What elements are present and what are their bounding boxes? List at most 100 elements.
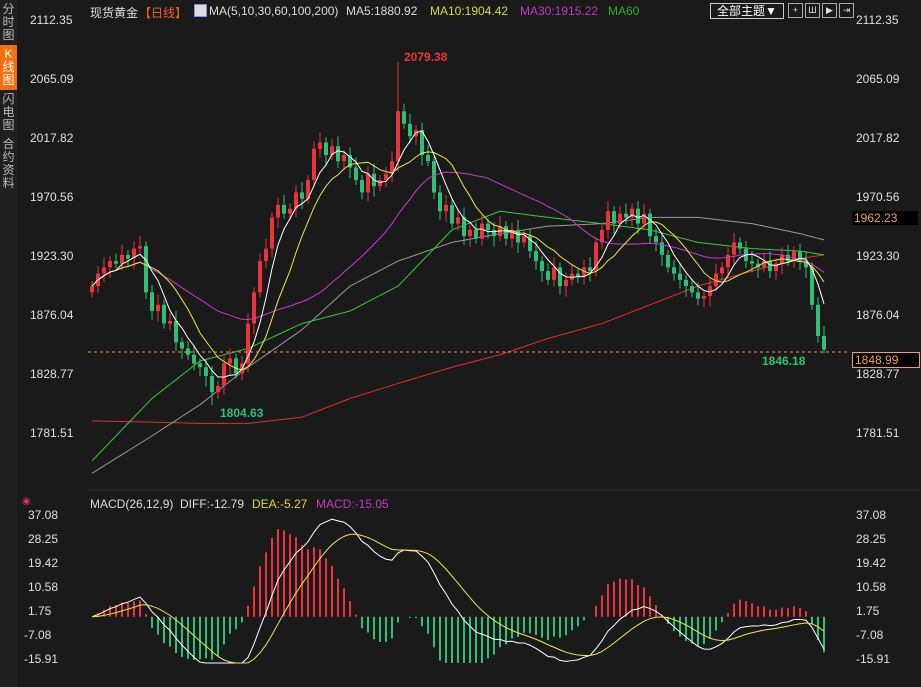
candle-body [162,304,166,324]
candle-body [156,304,160,312]
candle-body [672,267,676,274]
price-tick-left: 2065.09 [30,71,74,86]
candle-body [612,211,616,224]
candle-body [402,111,406,124]
price-tick-right: 1970.56 [856,189,900,204]
last-price-label: 1848.99 [852,352,920,368]
candle-body [186,348,190,355]
candle-body [348,154,352,168]
candle-body [492,229,496,237]
candle-body [570,273,574,280]
candle-body [222,363,226,386]
candle-body [354,167,358,180]
tab-flash[interactable]: 闪电图 [2,92,15,132]
candle-body [654,236,658,243]
macd-tick-right: 19.42 [856,555,887,570]
candle-body [822,336,826,350]
candle-body [210,375,214,393]
sidebar: 分时图 K线图 闪电图 合约资料 [0,0,17,687]
candle-body [648,213,652,237]
macd-tick-right: -7.08 [856,628,884,642]
candle-body [120,254,124,264]
candle-body [576,273,580,277]
candle-body [276,204,280,218]
recent-low-annotation: 1846.18 [762,354,806,368]
candle-body [138,246,142,249]
candle-body [510,229,514,239]
candle-body [552,267,556,280]
instrument-name: 现货黄金 [90,6,139,20]
candle-body [450,204,454,224]
macd-tick-left: 19.42 [28,555,59,570]
candle-body [324,142,328,155]
candle-body [816,304,820,337]
candle-body [396,111,400,162]
candle-body [180,342,184,349]
candle-body [702,296,706,299]
price-tick-right: 2112.35 [856,12,899,27]
candle-body [216,385,220,393]
macd-tick-left: -15.91 [24,652,59,666]
marker-price-label: 1962.23 [852,211,918,225]
macd-tick-left: 37.08 [28,507,59,522]
move-right-icon[interactable]: ⇥ [839,3,854,18]
crosshair-icon[interactable]: + [788,3,803,18]
candle-body [264,248,268,262]
ma30-value: MA30:1915.22 [520,4,599,18]
candle-body [390,161,394,174]
theme-dropdown[interactable]: 全部主题▼ [710,3,784,19]
candle-body [750,261,754,264]
macd-tick-left: 1.75 [28,604,52,618]
ma30-line [91,171,825,320]
price-tick-left: 1781.51 [30,426,74,440]
ma100-line [91,216,825,474]
candle-body [288,208,292,214]
candle-body [312,148,316,180]
price-tick-left: 1970.56 [30,189,74,204]
candle-body [564,279,568,287]
tab-contract-info[interactable]: 合约资料 [2,137,15,190]
tab-kline[interactable]: K线图 [0,45,17,90]
candle-body [720,267,724,274]
macd-dea-line [91,533,825,664]
candle-body [438,192,442,212]
price-tick-right: 2065.09 [856,71,900,86]
candle-body [108,261,112,268]
candle-body [360,179,364,193]
candle-body [666,254,670,268]
ma60-value: MA60 [608,4,640,18]
candle-body [132,248,136,259]
ma-settings-icon[interactable] [194,4,207,17]
candle-body [588,267,592,272]
candle-body [558,267,562,287]
candle-body [732,242,736,255]
candle-body [792,251,796,262]
candle-body [606,211,610,230]
candle-body [282,204,286,214]
candle-body [522,236,526,243]
candle-body [114,261,118,264]
candle-body [234,358,238,374]
macd-settings-icon[interactable]: ◉ [22,496,31,507]
candle-body [198,363,202,368]
candle-body [204,367,208,376]
candle-body [300,192,304,199]
candle-body [420,130,424,155]
macd-tick-left: -7.08 [24,628,52,642]
play-icon[interactable]: ▶ [822,3,837,18]
candle-body [600,229,604,243]
low-annotation: 1804.63 [220,406,264,421]
candle-body [432,161,436,193]
candle-body [90,286,94,293]
macd-label: MACD(26,12,9) [90,497,174,511]
candle-body [294,192,298,209]
period-label[interactable]: 【日线】 [139,6,188,20]
macd-value: MACD:-15.05 [316,497,389,511]
tab-timeshare[interactable]: 分时图 [2,2,15,42]
zoom-in-icon[interactable]: Ш [805,3,820,18]
candle-body [378,179,382,187]
candle-body [504,226,508,239]
candle-body [624,213,628,218]
candle-body [678,273,682,280]
